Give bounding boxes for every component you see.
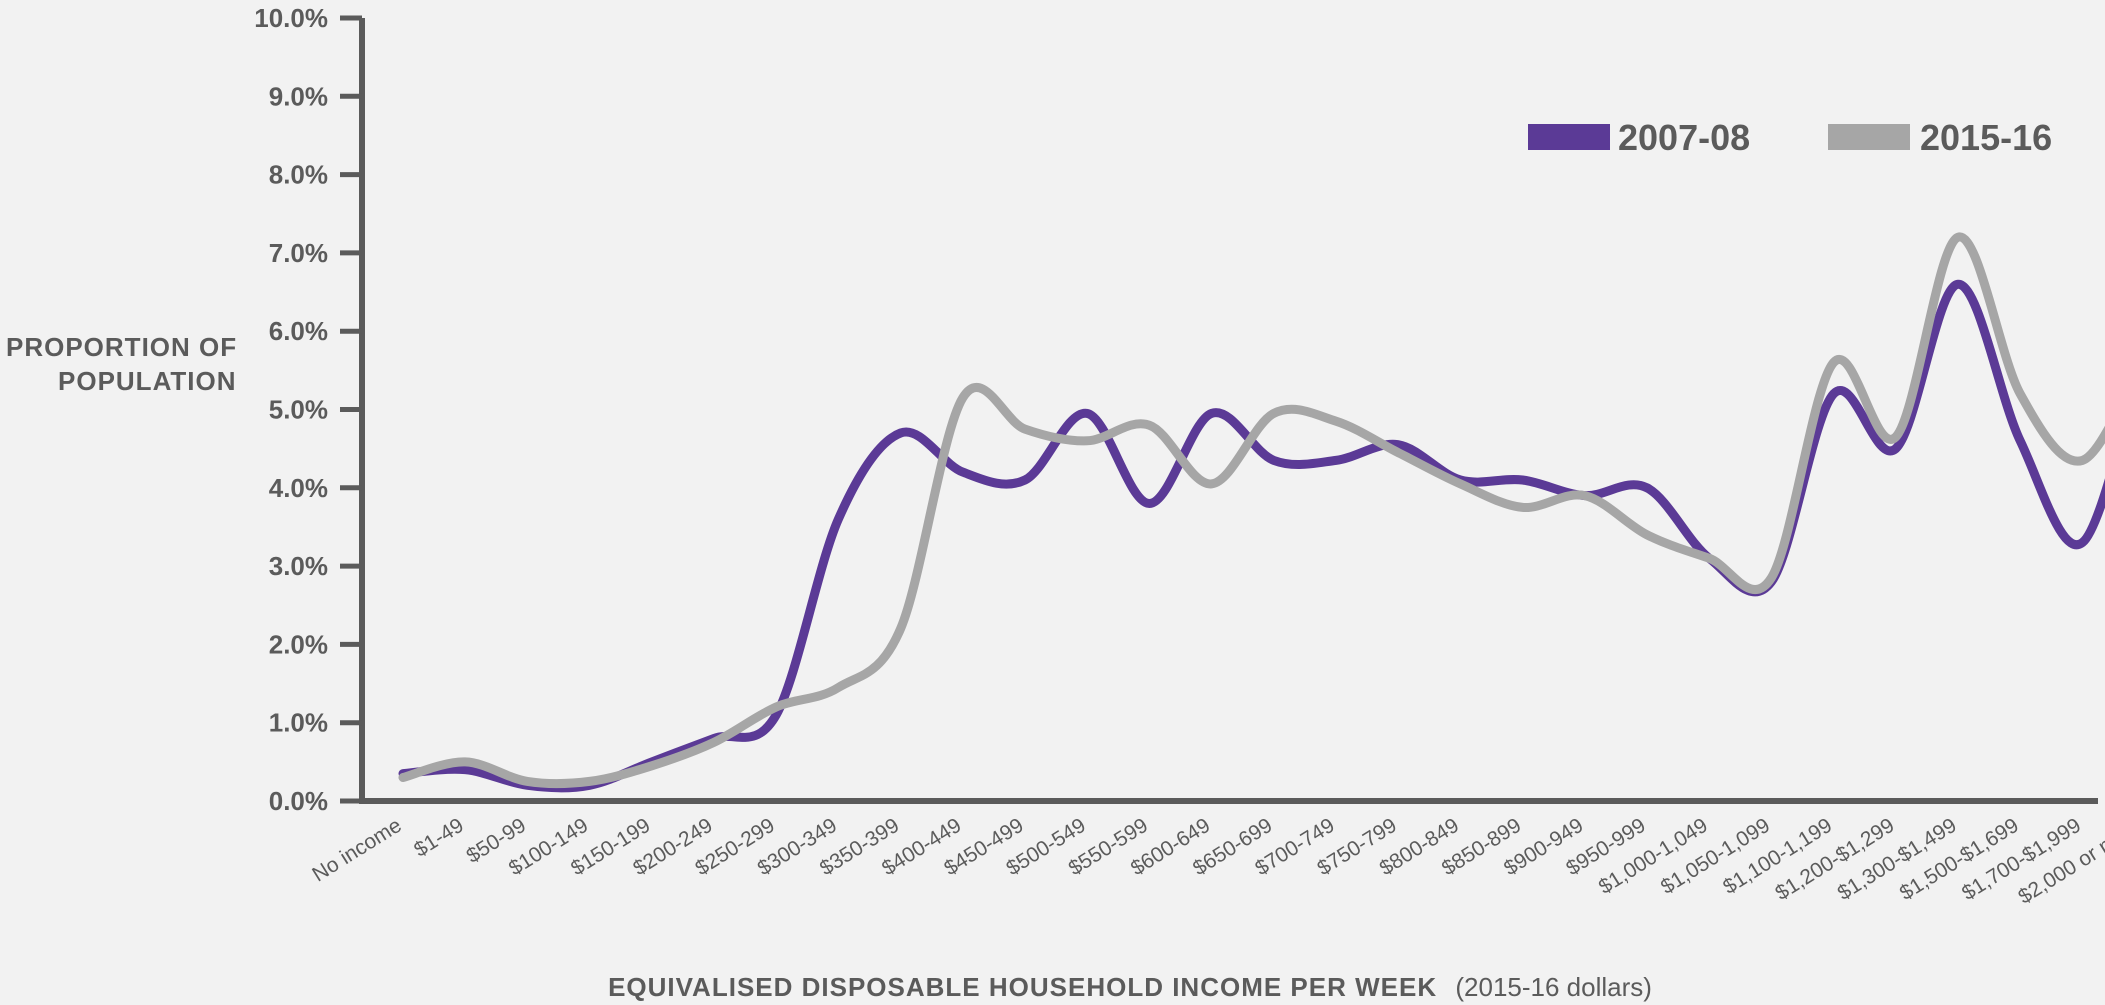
y-ticks: 0.0% 1.0% 2.0% 3.0% 4.0% 5.0% 6.0% 7.0% 8.0% 9.0%… — [254, 3, 362, 816]
y-axis-title-line2: POPULATION — [58, 366, 237, 396]
y-tick-label: 6.0% — [269, 316, 328, 346]
y-axis-title-line1: PROPORTION OF — [6, 332, 237, 362]
x-category-labels: No income $1-49$50-99$100-149$150-199$200… — [308, 814, 2105, 909]
legend-label-2007-08: 2007-08 — [1618, 117, 1750, 158]
y-tick-label: 9.0% — [269, 81, 328, 111]
x-axis-title-main: EQUIVALISED DISPOSABLE HOUSEHOLD INCOME … — [608, 972, 1437, 1002]
series-line-2007-08 — [398, 279, 2105, 793]
y-tick-label: 1.0% — [269, 708, 328, 738]
x-category-label: No income — [308, 814, 405, 887]
series-line-2015-16 — [398, 232, 2105, 789]
y-tick-label: 10.0% — [254, 3, 328, 33]
x-axis-title-unit: (2015-16 dollars) — [1455, 972, 1652, 1002]
x-axis-title: EQUIVALISED DISPOSABLE HOUSEHOLD INCOME … — [608, 972, 1652, 1002]
y-tick-label: 7.0% — [269, 238, 328, 268]
x-category-label: $1-49 — [410, 814, 468, 862]
legend-swatch-2007-08 — [1528, 124, 1610, 150]
legend-swatch-2015-16 — [1828, 124, 1910, 150]
y-tick-label: 3.0% — [269, 551, 328, 581]
y-tick-label: 8.0% — [269, 160, 328, 190]
y-tick-label: 4.0% — [269, 473, 328, 503]
y-tick-label: 2.0% — [269, 629, 328, 659]
series-layer — [398, 232, 2105, 793]
legend: 2007-08 2015-16 — [1528, 117, 2052, 158]
legend-label-2015-16: 2015-16 — [1920, 117, 2052, 158]
y-tick-label: 0.0% — [269, 786, 328, 816]
y-tick-label: 5.0% — [269, 395, 328, 425]
